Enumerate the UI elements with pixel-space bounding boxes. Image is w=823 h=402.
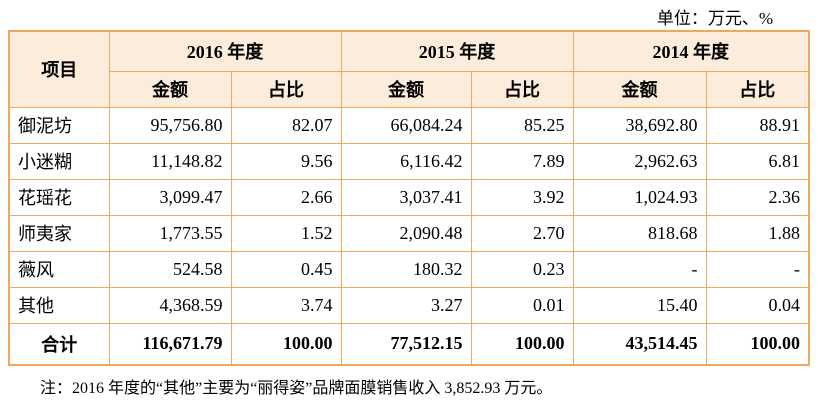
cell: 1.88 <box>705 214 810 252</box>
cell: 0.45 <box>230 250 342 288</box>
cell: 1,773.55 <box>108 214 232 252</box>
table-row: 其他 4,368.59 3.74 3.27 0.01 15.40 0.04 <box>8 286 810 324</box>
cell: 4,368.59 <box>108 286 232 324</box>
table-row: 御泥坊 95,756.80 82.07 66,084.24 85.25 38,692.80… <box>8 106 810 144</box>
cell: 0.04 <box>705 286 810 324</box>
column-header: 占比 <box>230 70 342 108</box>
cell: 180.32 <box>340 250 472 288</box>
cell: 100.00 <box>230 322 342 365</box>
cell: 43,514.45 <box>572 322 707 365</box>
cell: 0.01 <box>470 286 574 324</box>
footnote: 注：2016 年度的“其他”主要为“丽得姿”品牌面膜销售收入 3,852.93 … <box>40 380 553 397</box>
row-label: 花瑶花 <box>8 178 110 216</box>
cell: 85.25 <box>470 106 574 144</box>
cell: 2.66 <box>230 178 342 216</box>
cell: 100.00 <box>705 322 810 365</box>
year-header: 2015 年度 <box>340 30 574 72</box>
cell: 100.00 <box>470 322 574 365</box>
cell: 3,099.47 <box>108 178 232 216</box>
cell: 3,037.41 <box>340 178 472 216</box>
row-label: 小迷糊 <box>8 142 110 180</box>
table-row: 花瑶花 3,099.47 2.66 3,037.41 3.92 1,024.93 2.36 <box>8 178 810 216</box>
row-label: 其他 <box>8 286 110 324</box>
unit-label: 单位：万元、% <box>656 9 773 28</box>
cell: 2.36 <box>705 178 810 216</box>
cell: 9.56 <box>230 142 342 180</box>
table-row: 合计 116,671.79 100.00 77,512.15 100.00 43,514.… <box>8 322 810 365</box>
cell: 2.70 <box>470 214 574 252</box>
cell: 7.89 <box>470 142 574 180</box>
year-header: 2016 年度 <box>108 30 342 72</box>
cell: 82.07 <box>230 106 342 144</box>
cell: 6.81 <box>705 142 810 180</box>
cell: 3.27 <box>340 286 472 324</box>
cell: 2,962.63 <box>572 142 707 180</box>
cell: 11,148.82 <box>108 142 232 180</box>
cell: 66,084.24 <box>340 106 472 144</box>
table-row: 薇风 524.58 0.45 180.32 0.23- - <box>8 250 810 288</box>
cell: 818.68 <box>572 214 707 252</box>
cell: 3.92 <box>470 178 574 216</box>
row-label: 合计 <box>8 322 110 365</box>
row-label: 御泥坊 <box>8 106 110 144</box>
column-header: 金额 <box>108 70 232 108</box>
column-header: 金额 <box>340 70 472 108</box>
row-label: 薇风 <box>8 250 110 288</box>
cell: 77,512.15 <box>340 322 472 365</box>
row-label: 师夷家 <box>8 214 110 252</box>
table-row: 师夷家 1,773.55 1.52 2,090.48 2.70 818.68 1.88 <box>8 214 810 252</box>
cell: - <box>705 250 810 288</box>
cell: 2,090.48 <box>340 214 472 252</box>
revenue-table: 项目 2016 年度 2015 年度 2014 年度 金额 占比 金额 占比 金额 占比 … <box>8 30 810 366</box>
cell: 116,671.79 <box>108 322 232 365</box>
year-header: 2014 年度 <box>572 30 810 72</box>
cell: 0.23 <box>470 250 574 288</box>
cell: 15.40 <box>572 286 707 324</box>
cell: - <box>572 250 707 288</box>
column-header: 占比 <box>705 70 810 108</box>
cell: 38,692.80 <box>572 106 707 144</box>
item-header: 项目 <box>8 30 110 108</box>
cell: 1.52 <box>230 214 342 252</box>
cell: 524.58 <box>108 250 232 288</box>
column-header: 占比 <box>470 70 574 108</box>
cell: 6,116.42 <box>340 142 472 180</box>
cell: 1,024.93 <box>572 178 707 216</box>
cell: 88.91 <box>705 106 810 144</box>
cell: 95,756.80 <box>108 106 232 144</box>
cell: 3.74 <box>230 286 342 324</box>
column-header: 金额 <box>572 70 707 108</box>
table-row: 小迷糊 11,148.82 9.56 6,116.42 7.89 2,962.63 6.81 <box>8 142 810 180</box>
